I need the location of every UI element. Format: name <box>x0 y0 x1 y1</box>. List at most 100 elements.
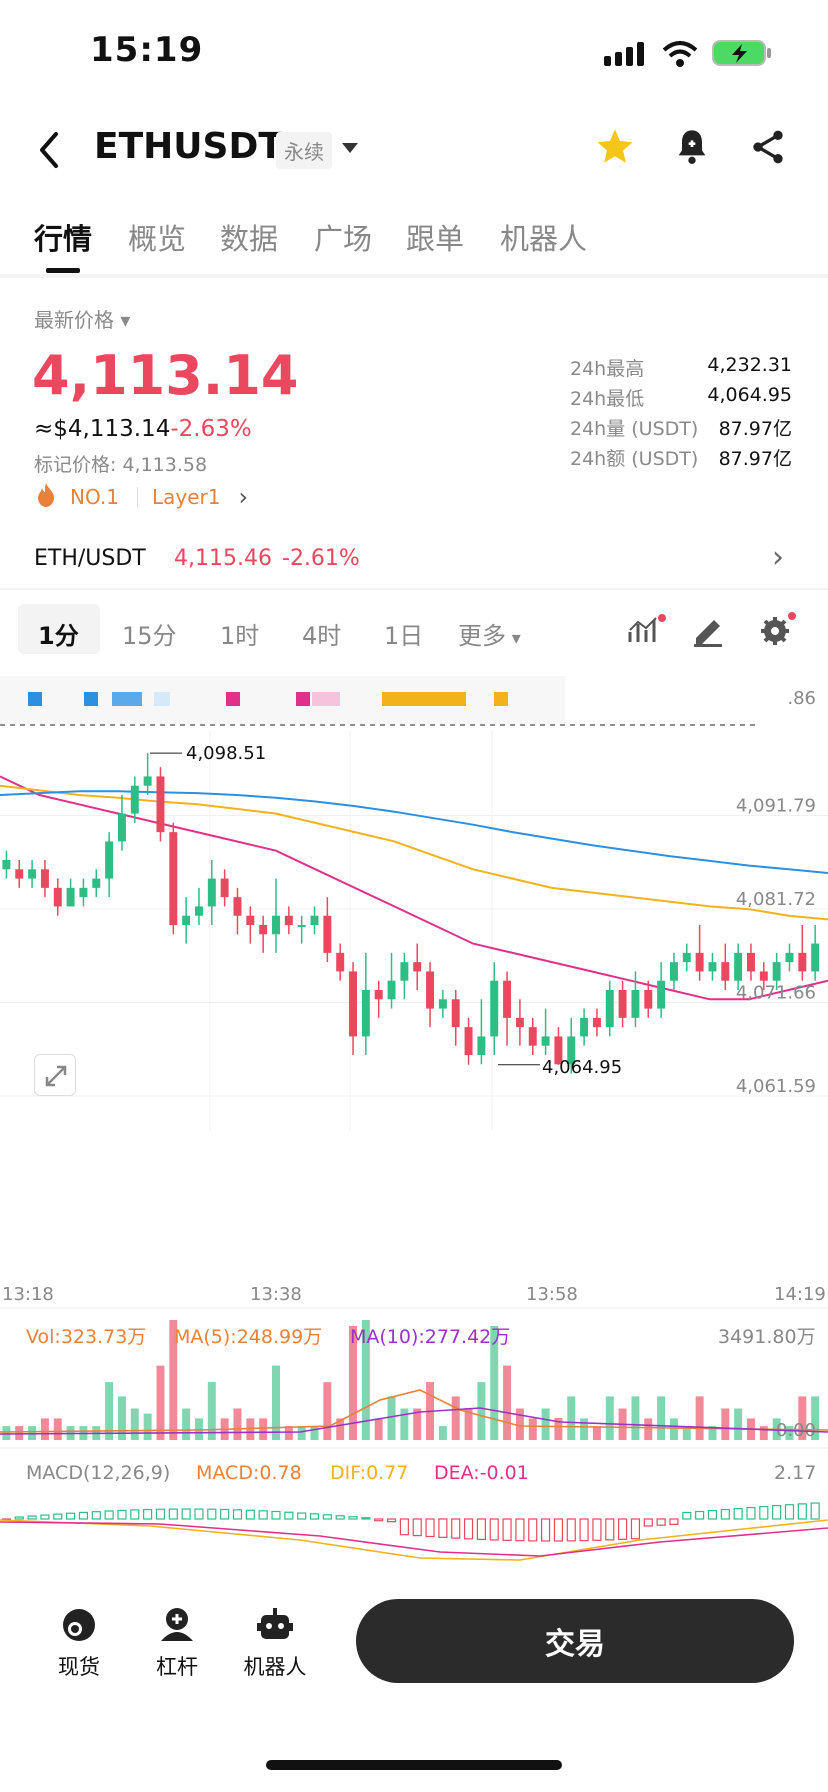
candle <box>233 897 242 916</box>
y-tick-label: 4,091.79 <box>736 796 816 817</box>
interval-more[interactable]: 更多 ▾ <box>458 616 521 651</box>
macd-top-label: 2.17 <box>774 1462 817 1484</box>
spot-row[interactable]: ETH/USDT 4,115.46 -2.61% › <box>0 536 828 584</box>
interval-1d[interactable]: 1日 <box>384 622 424 650</box>
macd-bar <box>181 1508 191 1520</box>
dea-value: DEA:-0.01 <box>434 1462 529 1484</box>
expand-icon[interactable] <box>34 1054 76 1096</box>
chevron-down-icon[interactable] <box>340 140 360 156</box>
indicator-icon[interactable] <box>626 612 666 648</box>
y-tick-label: 4,071.66 <box>736 982 816 1003</box>
interval-more-label: 更多 <box>458 622 506 650</box>
ma-line-1 <box>0 784 828 921</box>
candle <box>220 878 229 898</box>
macd-bar <box>284 1511 294 1520</box>
candle <box>631 990 640 1018</box>
volume-bar <box>169 1320 178 1440</box>
back-button[interactable] <box>30 128 70 172</box>
macd-bar <box>707 1509 718 1520</box>
settings-icon[interactable] <box>756 610 798 648</box>
candle <box>387 980 396 1000</box>
volume-bar <box>323 1382 332 1440</box>
stat-low-label: 24h最低 <box>570 388 645 410</box>
price-change: -2.63% <box>170 416 252 442</box>
price-label[interactable]: 最新价格 ▾ <box>34 304 130 333</box>
candle <box>284 915 293 925</box>
interval-4h[interactable]: 4时 <box>302 622 342 650</box>
pair-title[interactable]: ETHUSDT <box>94 126 283 167</box>
tab-copytrade[interactable]: 跟单 <box>406 222 465 256</box>
rank-tag: NO.1 <box>70 485 119 509</box>
macd-bar <box>130 1509 140 1520</box>
candle <box>528 1027 537 1046</box>
macd-bar <box>232 1509 243 1520</box>
spot-pair: ETH/USDT <box>34 546 146 571</box>
candle <box>182 915 191 925</box>
y-tick-label: .86 <box>787 688 816 709</box>
candle <box>746 952 755 972</box>
macd-bar <box>104 1510 114 1520</box>
high-marker: 4,098.51 <box>186 743 266 764</box>
interval-active-bg <box>18 604 100 654</box>
stat-high-value: 4,232.31 <box>707 354 792 376</box>
candle <box>130 785 139 814</box>
candle <box>490 980 499 1037</box>
vol-ma5-label: MA(5):248.99万 <box>174 1326 323 1348</box>
bell-icon[interactable] <box>672 126 712 168</box>
volume-bar <box>194 1418 203 1440</box>
stat-turnover-value: 87.97亿 <box>718 448 792 470</box>
macd-bar <box>297 1512 307 1520</box>
chevron-right-icon: › <box>238 483 249 511</box>
spot-price: 4,115.46 <box>174 546 272 571</box>
interval-1h[interactable]: 1时 <box>220 622 260 650</box>
fire-icon <box>34 482 58 513</box>
macd-bar <box>733 1507 743 1520</box>
chevron-right-icon: › <box>772 540 784 575</box>
rank-row[interactable]: NO.1 Layer1 › <box>34 482 248 512</box>
volume-bar <box>695 1396 704 1440</box>
interval-1m[interactable]: 1分 <box>38 622 79 650</box>
price-label-text: 最新价格 <box>34 308 114 332</box>
y-tick-label: 4,061.59 <box>736 1076 816 1097</box>
candlestick-chart[interactable]: 4,091.79 4,081.72 4,071.66 4,061.59 .86 13:18… <box>0 580 828 1580</box>
macd-bar <box>669 1518 679 1525</box>
candle <box>618 990 627 1018</box>
volume-bar <box>117 1396 126 1440</box>
volume-bar <box>349 1326 358 1440</box>
x-tick-label: 13:58 <box>526 1284 578 1305</box>
candle <box>438 999 447 1009</box>
macd-bar <box>759 1505 769 1520</box>
trade-button[interactable]: 交易 <box>356 1599 794 1683</box>
bot-nav-button[interactable]: 机器人 <box>230 1605 320 1681</box>
volume-bar <box>361 1320 370 1440</box>
macd-bar <box>91 1511 101 1520</box>
margin-nav-button[interactable]: 杠杆 <box>132 1605 222 1681</box>
tab-square[interactable]: 广场 <box>314 222 373 256</box>
candle <box>66 887 75 907</box>
volume-bar <box>387 1396 396 1440</box>
tab-bots[interactable]: 机器人 <box>500 222 588 256</box>
macd-label: MACD(12,26,9) <box>26 1462 171 1484</box>
macd-bar <box>258 1510 268 1520</box>
candle <box>721 962 730 981</box>
tab-overview[interactable]: 概览 <box>128 222 187 256</box>
spot-nav-button[interactable]: 现货 <box>34 1605 124 1681</box>
volume-bar <box>580 1418 589 1440</box>
star-icon[interactable] <box>594 126 636 168</box>
coins-icon <box>34 1605 124 1645</box>
tab-data[interactable]: 数据 <box>220 222 279 256</box>
spot-change: -2.61% <box>282 546 360 571</box>
tab-market[interactable]: 行情 <box>34 222 93 256</box>
share-icon[interactable] <box>748 126 788 168</box>
divider <box>0 588 828 590</box>
draw-icon[interactable] <box>690 612 726 648</box>
interval-15m[interactable]: 15分 <box>122 622 177 650</box>
volume-bar <box>156 1365 165 1440</box>
candle <box>374 990 383 1000</box>
macd-bar <box>425 1518 435 1538</box>
volume-bar <box>105 1382 114 1440</box>
macd-bar <box>489 1518 499 1541</box>
volume-bar <box>15 1426 24 1440</box>
volume-bar <box>233 1408 242 1440</box>
macd-bar <box>784 1504 795 1520</box>
